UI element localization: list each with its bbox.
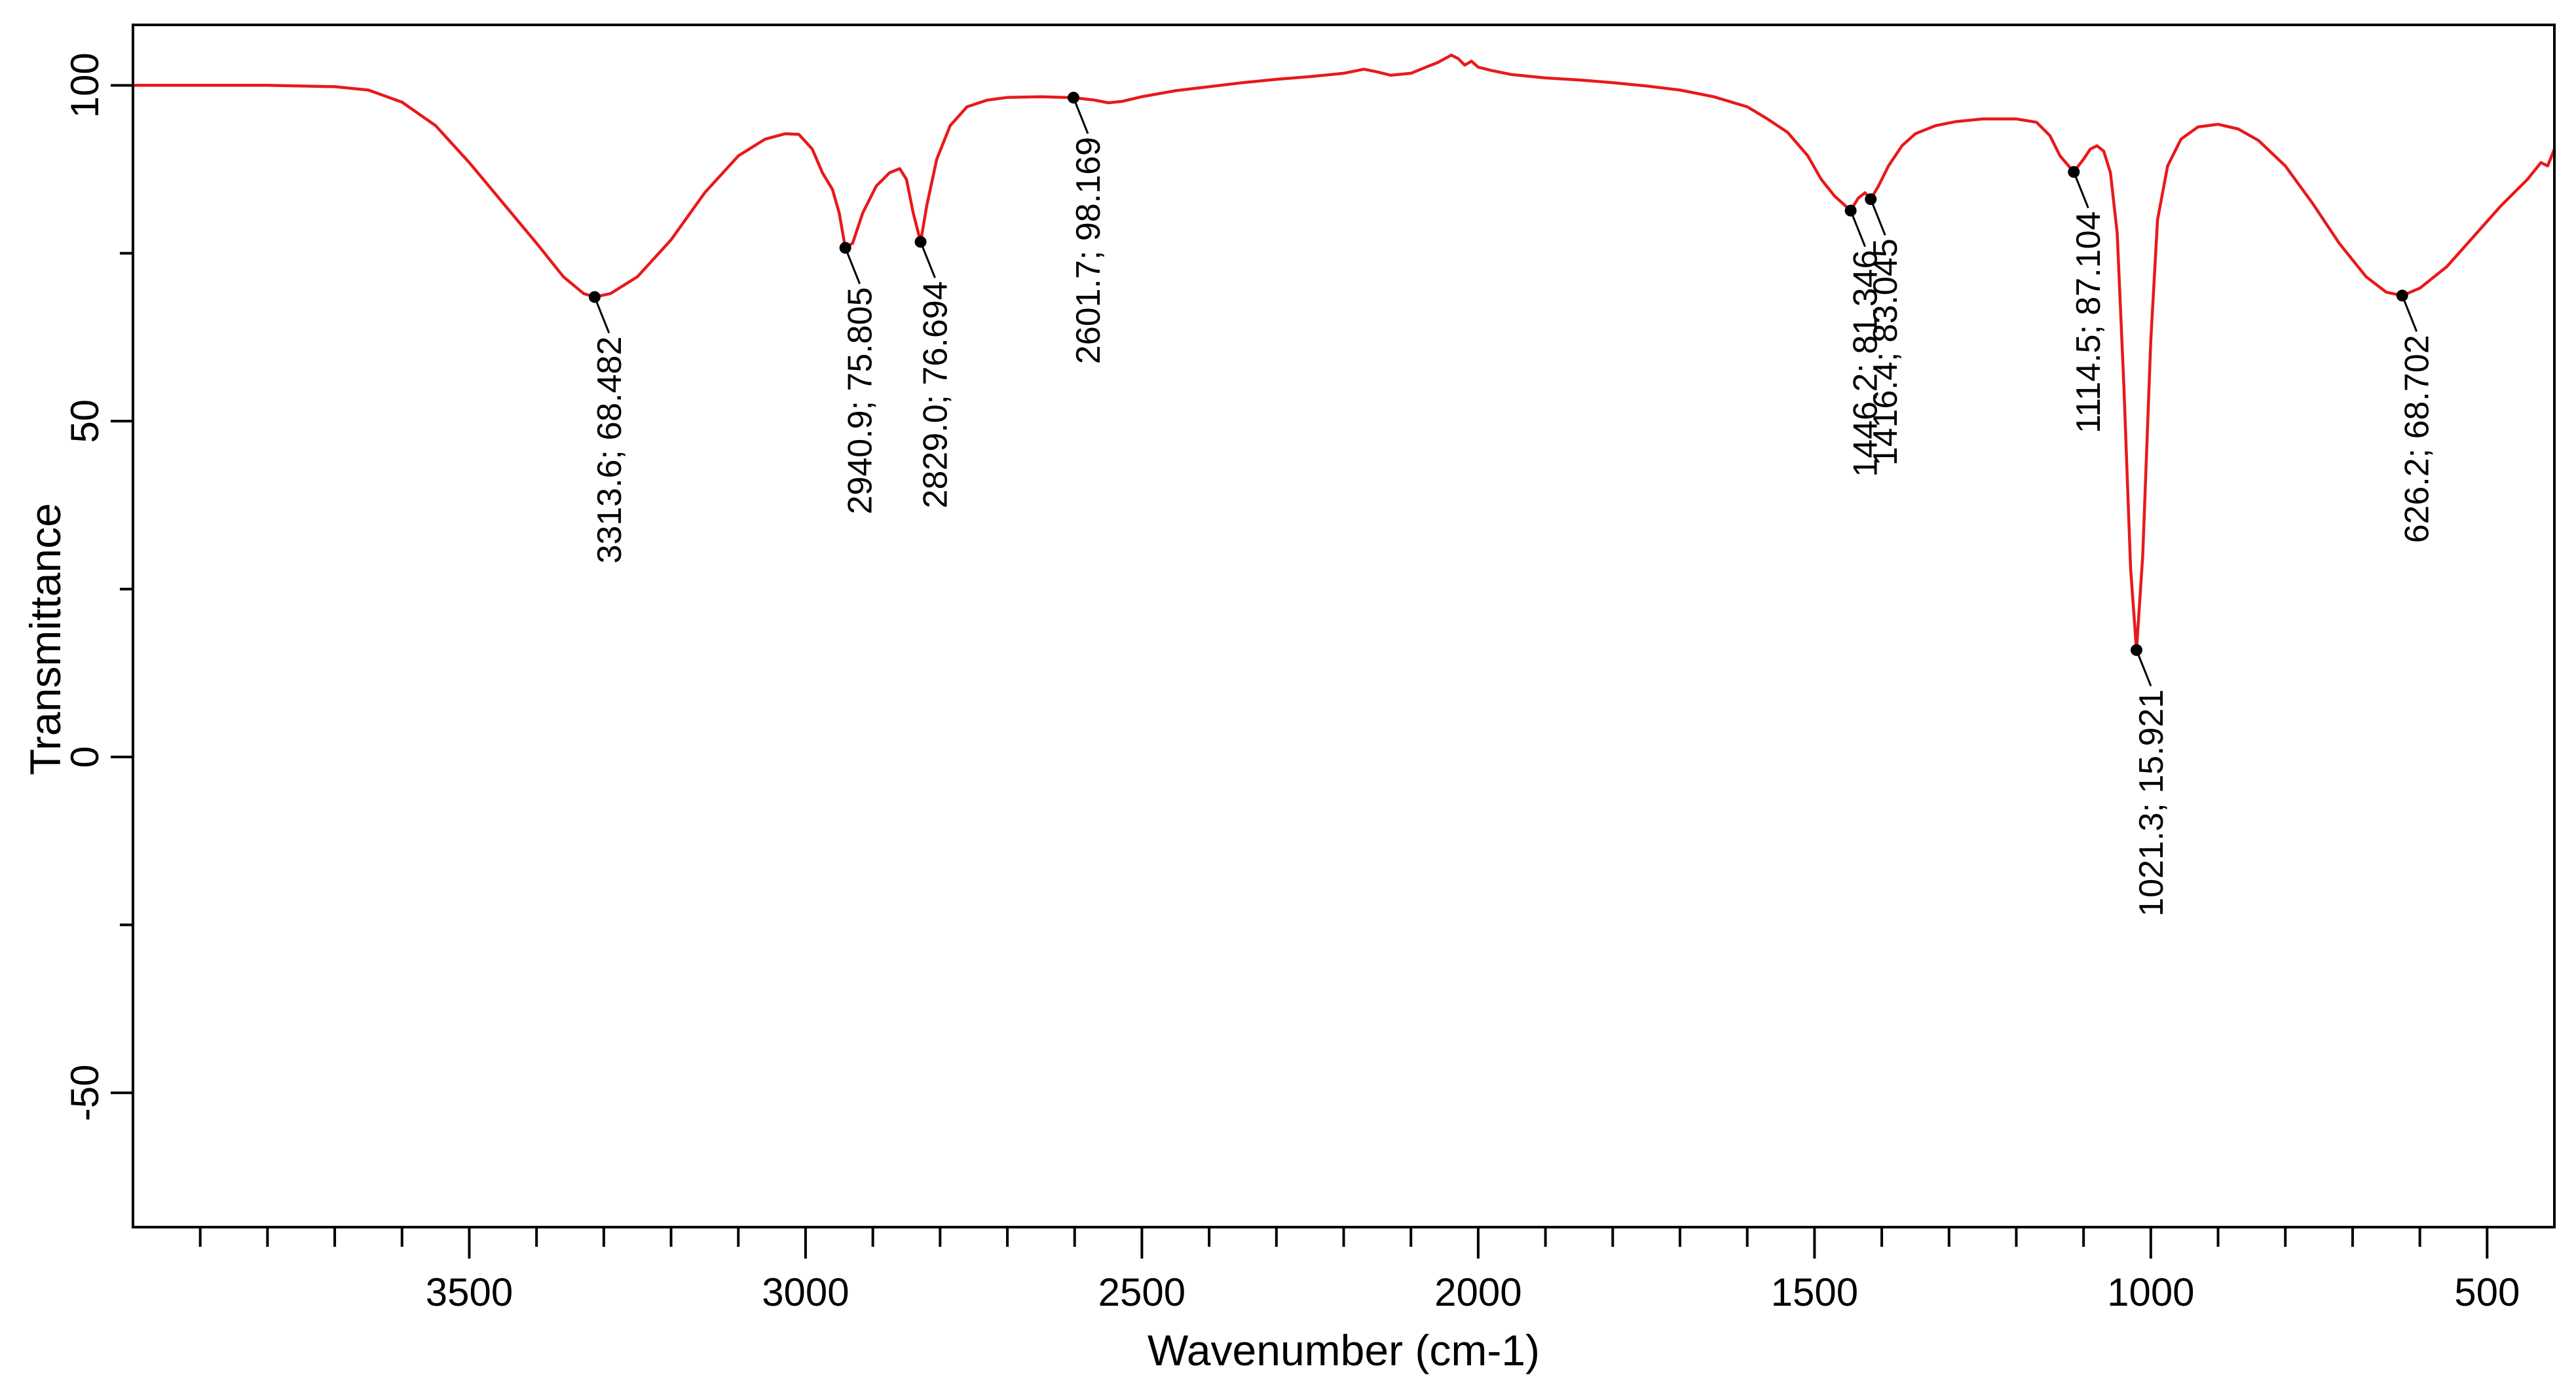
plot-layer [133,53,2556,652]
peak-leader-line [2072,172,2089,209]
peak-annotation: 2829.0; 76.694 [914,236,955,508]
peak-annotation: 626.2; 68.702 [2396,289,2436,543]
peak-label: 1114.5; 87.104 [2070,212,2108,433]
peak-annotation: 1446.2; 81.346 [1844,204,1885,477]
peak-annotation: 2601.7; 98.169 [1067,92,1108,364]
y-tick-label: 50 [63,399,107,443]
peak-leader-line [844,247,861,285]
peak-leader-line [2135,650,2152,687]
x-tick-label: 1500 [1771,1270,1858,1314]
y-axis-title: Transmittance [21,503,69,775]
peak-label: 2601.7; 98.169 [1070,137,1108,364]
peak-label: 3313.6; 68.482 [591,337,629,564]
peak-leader-line [1850,210,1867,248]
peak-leader-line [1072,97,1089,134]
peak-label: 2940.9; 75.805 [842,287,880,514]
peak-label: 626.2; 68.702 [2399,335,2436,543]
peak-label: 1021.3; 15.921 [2133,690,2171,917]
x-axis-title: Wavenumber (cm-1) [1148,1326,1540,1374]
y-tick-label: 0 [63,746,107,767]
peak-leader-line [920,241,936,278]
x-tick-label: 1000 [2107,1270,2194,1314]
x-tick-label: 3000 [762,1270,849,1314]
spectrum-line [133,53,2556,652]
peak-label: 1416.4; 83.045 [1867,238,1905,466]
x-tick-label: 500 [2454,1270,2520,1314]
plot-frame [132,24,2556,1228]
x-tick-label: 2000 [1434,1270,1521,1314]
x-tick-label: 3500 [426,1270,513,1314]
y-tick-label: 100 [63,52,107,118]
peak-label: 1446.2; 81.346 [1847,250,1885,477]
peak-annotation: 1021.3; 15.921 [2130,644,2171,917]
peak-leader-line [2401,295,2418,332]
x-tick-label: 2500 [1098,1270,1185,1314]
annotations-layer: 3313.6; 68.482 2940.9; 75.805 2829.0; 76.6… [588,92,2436,917]
peak-annotation: 1416.4; 83.045 [1865,193,1905,466]
peak-annotation: 2940.9; 75.805 [839,242,880,514]
peak-leader-line [593,297,610,334]
peak-label: 2829.0; 76.694 [917,281,955,508]
peak-annotation: 3313.6; 68.482 [588,291,629,564]
peak-annotation: 1114.5; 87.104 [2068,166,2108,433]
y-tick-label: -50 [63,1065,107,1122]
peak-leader-line [1869,198,1886,236]
